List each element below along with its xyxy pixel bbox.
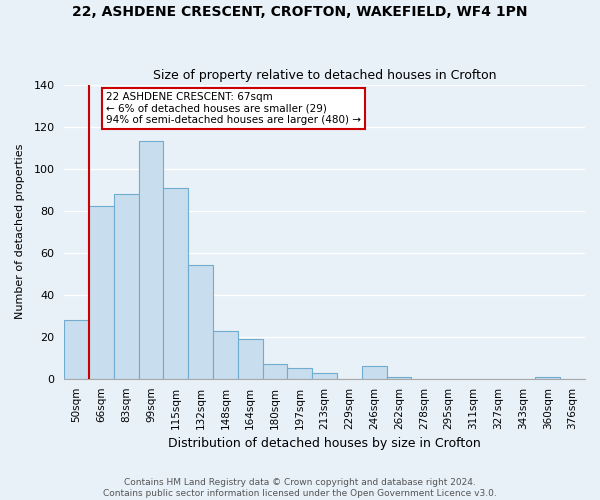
X-axis label: Distribution of detached houses by size in Crofton: Distribution of detached houses by size … — [168, 437, 481, 450]
Bar — [535, 377, 560, 379]
Y-axis label: Number of detached properties: Number of detached properties — [15, 144, 25, 320]
Bar — [362, 366, 386, 379]
Text: 22 ASHDENE CRESCENT: 67sqm
← 6% of detached houses are smaller (29)
94% of semi-: 22 ASHDENE CRESCENT: 67sqm ← 6% of detac… — [106, 92, 361, 125]
Bar — [312, 372, 337, 379]
Bar — [114, 194, 139, 379]
Bar — [163, 188, 188, 379]
Text: Contains HM Land Registry data © Crown copyright and database right 2024.
Contai: Contains HM Land Registry data © Crown c… — [103, 478, 497, 498]
Bar — [64, 320, 89, 379]
Bar — [139, 142, 163, 379]
Bar — [188, 266, 213, 379]
Bar — [263, 364, 287, 379]
Bar — [213, 330, 238, 379]
Title: Size of property relative to detached houses in Crofton: Size of property relative to detached ho… — [153, 69, 496, 82]
Bar — [386, 377, 412, 379]
Bar — [238, 339, 263, 379]
Bar — [287, 368, 312, 379]
Text: 22, ASHDENE CRESCENT, CROFTON, WAKEFIELD, WF4 1PN: 22, ASHDENE CRESCENT, CROFTON, WAKEFIELD… — [72, 5, 528, 19]
Bar — [89, 206, 114, 379]
